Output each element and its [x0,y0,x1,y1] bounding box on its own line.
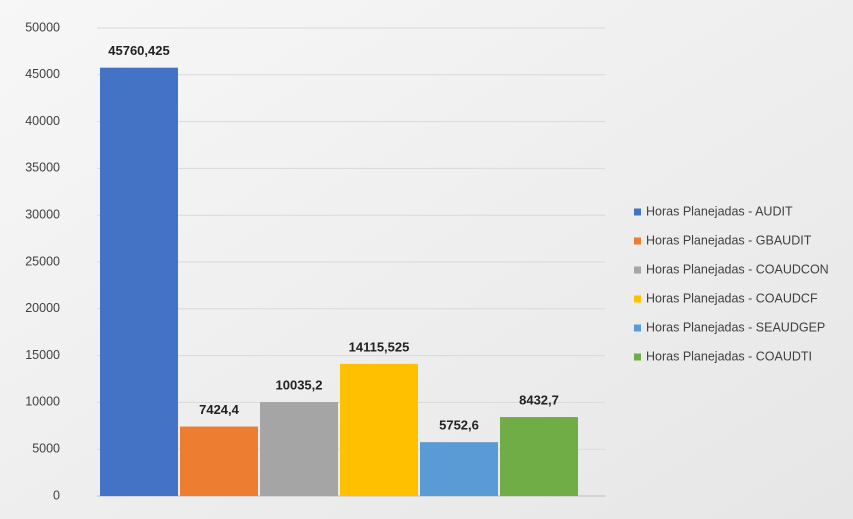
data-label: 45760,425 [108,43,169,58]
data-label: 5752,6 [439,418,479,433]
legend-swatch [634,353,641,361]
legend-swatch [634,237,641,245]
data-label: 7424,4 [199,402,240,417]
y-tick-label: 15000 [25,348,60,362]
y-tick-label: 30000 [25,207,60,221]
y-tick-label: 0 [53,488,60,502]
legend-swatch [634,295,641,303]
bar [100,67,178,496]
y-tick-label: 10000 [25,395,60,409]
y-tick-label: 35000 [25,161,60,175]
legend-label: Horas Planejadas - AUDIT [646,204,793,218]
y-tick-label: 50000 [25,20,60,34]
legend-label: Horas Planejadas - SEAUDGEP [646,320,825,334]
y-tick-label: 25000 [25,254,60,268]
bar [340,363,418,496]
bar [180,426,258,496]
data-label: 14115,525 [349,339,410,354]
data-label: 10035,2 [276,378,323,393]
y-tick-label: 5000 [32,441,60,455]
bar [260,402,338,496]
legend-swatch [634,266,641,274]
legend-label: Horas Planejadas - COAUDTI [646,349,812,363]
y-tick-label: 45000 [25,67,60,81]
y-tick-label: 20000 [25,301,60,315]
legend-swatch [634,208,641,216]
legend-label: Horas Planejadas - GBAUDIT [646,233,812,247]
bar [420,442,498,496]
y-tick-label: 40000 [25,114,60,128]
legend-label: Horas Planejadas - COAUDCON [646,262,829,276]
legend-label: Horas Planejadas - COAUDCF [646,291,818,305]
legend-swatch [634,324,641,332]
bar [500,417,578,496]
data-label: 8432,7 [519,393,559,408]
